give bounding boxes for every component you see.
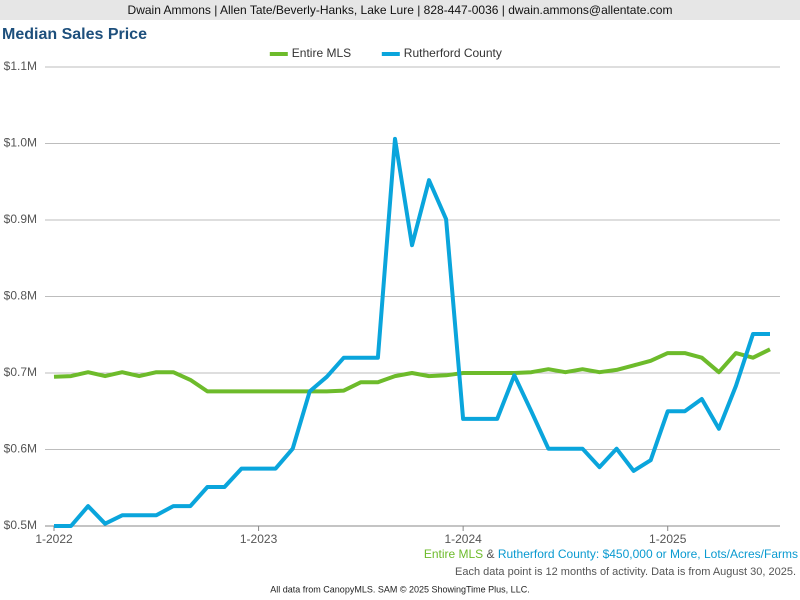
criteria: Entire MLS & Rutherford County: $450,000…	[424, 547, 798, 561]
y-tick-label: $1.1M	[4, 59, 37, 73]
grid: $0.5M $0.6M $0.7M $0.8M $0.9M $1.0M $1.1M 1-202…	[4, 59, 780, 546]
y-tick-label: $1.0M	[4, 136, 37, 150]
series-line	[53, 347, 771, 394]
header-text: Dwain Ammons | Allen Tate/Beverly-Hanks,…	[128, 3, 673, 17]
criteria-part: Rutherford County	[498, 547, 596, 561]
legend-label: Rutherford County	[404, 46, 502, 60]
criteria-part: Entire MLS	[424, 547, 483, 561]
y-tick-label: $0.9M	[4, 212, 37, 226]
legend: Entire MLS Rutherford County	[269, 46, 502, 60]
y-tick-label: $0.5M	[4, 518, 37, 532]
x-tick-label: 1-2022	[35, 532, 73, 546]
y-tick-label: $0.8M	[4, 289, 37, 303]
criteria-part: &	[483, 547, 498, 561]
x-tick-label: 1-2023	[240, 532, 278, 546]
footer-source: All data from CanopyMLS. SAM © 2025 Show…	[270, 584, 529, 594]
legend-label: Entire MLS	[292, 46, 351, 60]
chart-title: Median Sales Price	[2, 26, 147, 43]
criteria-part: : $450,000 or More, Lots/Acres/Farms	[596, 547, 798, 561]
footer-note: Each data point is 12 months of activity…	[455, 566, 796, 578]
series-line	[54, 136, 770, 528]
x-tick-label: 1-2024	[444, 532, 482, 546]
x-tick-label: 1-2025	[649, 532, 687, 546]
header-bar	[0, 0, 800, 20]
y-tick-label: $0.7M	[4, 365, 37, 379]
plot	[53, 136, 771, 528]
y-tick-label: $0.6M	[4, 442, 37, 456]
